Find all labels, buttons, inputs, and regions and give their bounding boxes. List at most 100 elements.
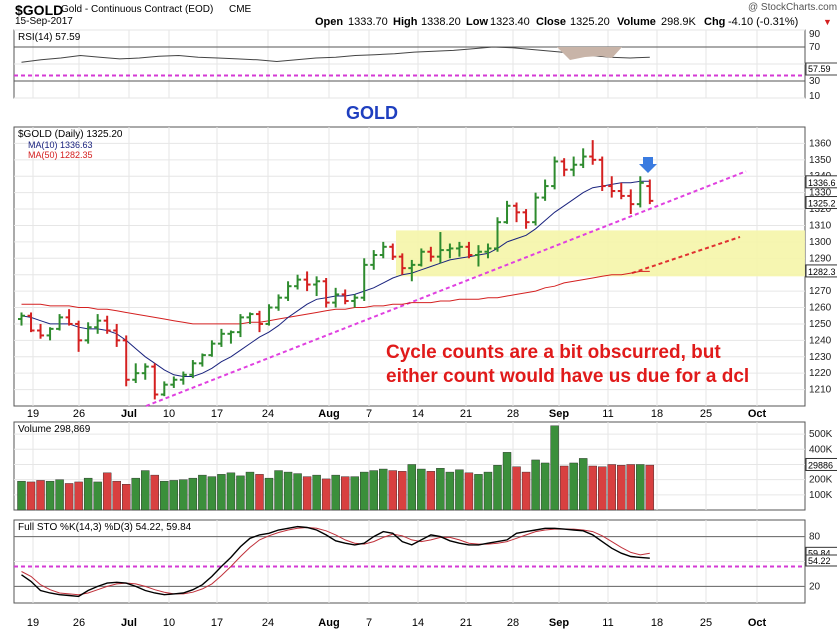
x-tick-label: Aug bbox=[318, 408, 339, 420]
rsi-legend: RSI(14) 57.59 bbox=[18, 32, 81, 43]
volume-bar bbox=[26, 481, 36, 511]
y-tick-label: 1210 bbox=[809, 385, 832, 396]
volume-bar bbox=[617, 465, 626, 511]
volume-bar bbox=[102, 472, 112, 511]
ohlc-bar bbox=[646, 179, 654, 205]
volume-bar bbox=[55, 479, 64, 511]
ohlc-bar bbox=[598, 156, 606, 192]
volume-bar bbox=[493, 465, 502, 511]
volume-bar bbox=[559, 465, 569, 511]
x-tick-label: 11 bbox=[602, 408, 613, 420]
volume-bar bbox=[131, 477, 140, 511]
ohlc-bar bbox=[370, 250, 378, 270]
high-value: 1338.20 bbox=[421, 16, 461, 28]
x-tick-label: 10 bbox=[163, 617, 175, 629]
y-tick-label: 70 bbox=[809, 42, 821, 53]
price-tag-label: 1336.6 bbox=[808, 178, 836, 188]
price-x-axis: 19 26 Jul 10 17 24 Aug 7 14 21 28 Sep 11 18 25 Oct bbox=[27, 408, 767, 420]
y-tick-label: 1260 bbox=[809, 303, 832, 314]
y-tick-label: 1350 bbox=[809, 155, 832, 166]
volume-bar bbox=[598, 466, 607, 511]
volume-bar bbox=[245, 471, 255, 511]
volume-bar bbox=[283, 471, 293, 511]
x-tick-label: 7 bbox=[366, 408, 372, 420]
ohlc-bar bbox=[398, 253, 406, 275]
ohlc-bar bbox=[455, 241, 463, 257]
x-tick-label: 18 bbox=[651, 408, 663, 420]
volume-bar bbox=[293, 473, 302, 511]
volume-bar bbox=[483, 471, 493, 511]
volume-bar bbox=[350, 476, 359, 511]
y-tick-label: 1290 bbox=[809, 253, 832, 264]
volume-bar bbox=[445, 471, 455, 511]
volume-legend: Volume 298,869 bbox=[18, 424, 91, 435]
ohlc-bar bbox=[389, 243, 397, 260]
volume-bar bbox=[531, 459, 540, 511]
volume-bar bbox=[36, 480, 45, 511]
ohlc-bar bbox=[513, 202, 521, 223]
volume-bar bbox=[578, 458, 588, 511]
volume-bar bbox=[331, 474, 340, 511]
ohlc-bar bbox=[151, 363, 159, 400]
volume-tag-label: 29886 bbox=[808, 460, 833, 470]
y-tick-label: 80 bbox=[809, 532, 821, 543]
volume-bar bbox=[645, 464, 655, 511]
x-tick-label: 25 bbox=[700, 408, 712, 420]
x-tick-label: Sep bbox=[549, 408, 569, 420]
price-tag-label: 1325.2 bbox=[808, 199, 836, 209]
annotation-line-2: either count would have us due for a dcl bbox=[386, 366, 749, 387]
x-tick-label: 26 bbox=[73, 408, 85, 420]
volume-bar bbox=[607, 464, 616, 511]
ohlc-bar bbox=[532, 192, 540, 226]
volume-bar bbox=[302, 476, 312, 511]
low-label: Low bbox=[466, 16, 488, 28]
price-tag bbox=[805, 264, 837, 278]
volume-bar bbox=[112, 480, 121, 511]
ohlc-bar bbox=[208, 340, 216, 357]
chg-value: -4.10 (-0.31%) bbox=[728, 16, 799, 28]
ohlc-bar bbox=[484, 243, 492, 259]
volume-bar bbox=[388, 470, 397, 511]
volume-bar bbox=[160, 480, 169, 511]
y-tick-label: 90 bbox=[809, 29, 821, 40]
trendline-support bbox=[145, 170, 747, 407]
x-tick-label: 25 bbox=[700, 617, 712, 629]
ohlc-bar bbox=[579, 148, 587, 169]
ohlc-bar bbox=[284, 281, 292, 301]
ohlc-bar bbox=[560, 158, 568, 177]
x-tick-label: 17 bbox=[211, 617, 223, 629]
ohlc-bar bbox=[360, 258, 368, 301]
volume-bar bbox=[207, 476, 217, 511]
volume-bar bbox=[398, 471, 407, 511]
x-tick-label: Jul bbox=[121, 408, 137, 420]
high-label: High bbox=[393, 16, 418, 28]
ohlc-bar bbox=[589, 140, 597, 165]
chg-label: Chg bbox=[704, 16, 726, 28]
rsi-panel: 90 70 30 10 57.59 RSI(14) 57.59 bbox=[13, 29, 837, 102]
volume-bar bbox=[312, 474, 321, 511]
y-tick-label: 1230 bbox=[809, 352, 832, 363]
ohlc-bar bbox=[217, 328, 225, 347]
x-tick-label: 14 bbox=[412, 617, 424, 629]
close-label: Close bbox=[536, 16, 566, 28]
x-tick-label: 24 bbox=[262, 617, 274, 629]
x-tick-label: Aug bbox=[318, 617, 339, 629]
ohlc-bar bbox=[179, 371, 187, 385]
x-tick-label: Jul bbox=[121, 617, 137, 629]
ohlc-bar bbox=[132, 363, 140, 384]
ma50-legend: MA(50) 1282.35 bbox=[28, 150, 93, 160]
instrument-name: Gold - Continuous Contract (EOD) bbox=[61, 4, 214, 15]
open-label: Open bbox=[315, 16, 344, 28]
trendline-secondary bbox=[631, 236, 741, 275]
ohlc-bar bbox=[103, 315, 111, 334]
ohlc-bar bbox=[551, 156, 559, 190]
arrow-down-icon bbox=[639, 157, 657, 173]
x-tick-label: 14 bbox=[412, 408, 424, 420]
open-value: 1333.70 bbox=[348, 16, 388, 28]
volume-bar bbox=[464, 472, 474, 511]
volume-bar bbox=[45, 480, 55, 511]
ohlc-bar bbox=[275, 294, 283, 311]
volume-bar bbox=[636, 464, 645, 511]
price-tag bbox=[805, 196, 837, 210]
